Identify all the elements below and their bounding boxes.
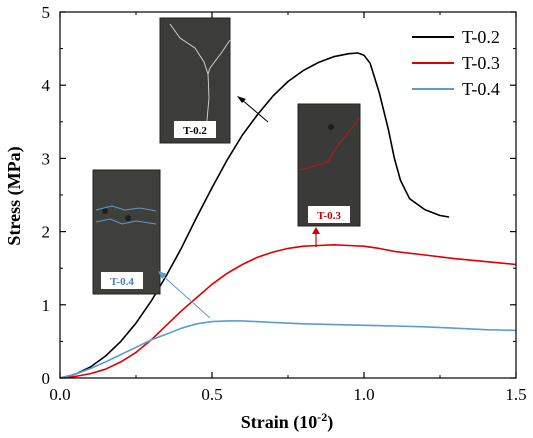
legend: T-0.2 T-0.3 T-0.4 (412, 27, 500, 99)
arrow-head-t03 (312, 227, 320, 234)
y-tick-label: 0 (42, 369, 51, 388)
y-tick-label: 4 (42, 76, 51, 95)
specimen-hole-t04-a (102, 208, 108, 214)
specimen-label-box-t02 (174, 121, 216, 138)
crack-line-t04 (95, 205, 157, 225)
legend-label-t-04: T-0.4 (462, 79, 500, 99)
specimen-label-t04: T-0.4 (110, 276, 134, 288)
specimen-hole-t03 (328, 124, 334, 130)
y-tick-label: 3 (42, 149, 51, 168)
x-tick-label: 1.0 (353, 385, 374, 404)
curve-layer (59, 52, 517, 379)
x-axis-title: Strain (10-2) (241, 410, 334, 433)
y-tick-label: 2 (42, 223, 51, 242)
specimen-label-box-t04 (101, 272, 143, 289)
x-tick-label: 0.0 (49, 385, 70, 404)
series-line-t-04 (59, 320, 517, 379)
x-tick-label: 1.5 (505, 385, 526, 404)
y-axis-title: Stress (MPa) (4, 146, 25, 245)
specimen-photo-t03-image (297, 103, 361, 227)
specimen-label-box-t03 (308, 206, 350, 223)
specimen-label-t03: T-0.3 (317, 210, 341, 222)
x-axis-title-end: ) (327, 412, 333, 433)
specimen-photo-t04: T-0.4 (92, 169, 161, 295)
y-tick-label: 5 (42, 3, 51, 22)
legend-label-t-02: T-0.2 (462, 27, 500, 47)
crack-line-t02 (169, 23, 231, 133)
arrow-line-t02 (240, 98, 269, 123)
specimen-label-t02: T-0.2 (183, 125, 207, 137)
axes-layer: 0.0 0.5 1.0 1.5 0 1 2 3 4 5 (42, 3, 527, 404)
arrow-head-t04 (158, 271, 167, 279)
arrow-head-t02 (237, 96, 246, 103)
legend-label-t-03: T-0.3 (462, 53, 500, 73)
specimen-photo-t03: T-0.3 (297, 103, 361, 227)
specimen-photo-t02: T-0.2 (159, 17, 231, 144)
series-line-t-02 (59, 52, 450, 379)
x-tick-label: 0.5 (201, 385, 222, 404)
x-axis-title-main: Strain (10 (241, 412, 318, 433)
arrow-line-t04 (161, 274, 211, 319)
specimen-hole-t04-b (125, 215, 131, 221)
y-tick-label: 1 (42, 296, 51, 315)
series-line-t-03 (59, 244, 517, 379)
crack-line-t03 (299, 117, 360, 171)
x-axis-title-superscript: -2 (317, 410, 327, 424)
inset-layer: T-0.2 T-0.3 T-0.4 (92, 17, 361, 319)
